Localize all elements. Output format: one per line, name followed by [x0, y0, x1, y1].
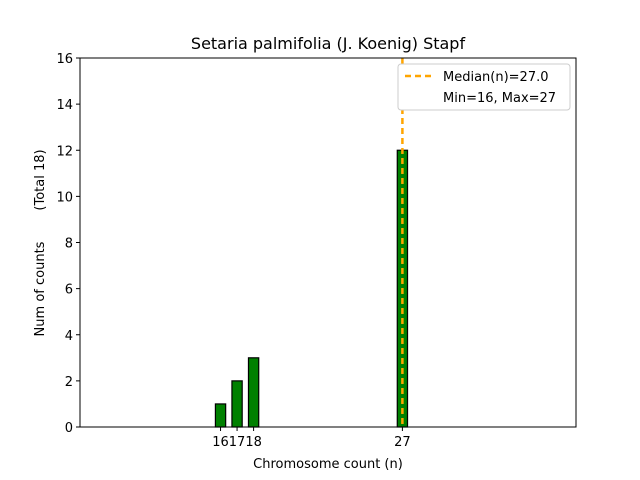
y-tick-label: 4	[65, 329, 73, 344]
legend-box	[397, 63, 571, 111]
y-tick-label: 10	[56, 190, 73, 205]
histogram-bar-16	[214, 403, 227, 428]
y-tick-label: 2	[65, 375, 73, 390]
y-tick-label: 6	[65, 283, 73, 298]
y-axis-total-label: (Total 18)	[33, 149, 48, 210]
x-tick-label: 17	[229, 435, 246, 450]
histogram-bar-17	[231, 380, 243, 428]
y-axis-label: Num of counts	[33, 241, 48, 336]
legend: Median(n)=27.0 Min=16, Max=27	[397, 63, 571, 111]
plot-frame	[79, 57, 577, 428]
legend-median-label: Median(n)=27.0	[443, 70, 549, 85]
legend-range-label: Min=16, Max=27	[443, 91, 556, 106]
x-tick-label: 18	[245, 435, 262, 450]
x-tick-label: 16	[212, 435, 229, 450]
chart-title: Setaria palmifolia (J. Koenig) Stapf	[191, 34, 466, 53]
x-axis-label: Chromosome count (n)	[253, 457, 403, 472]
histogram-bar-18	[247, 357, 260, 428]
y-tick-label: 14	[56, 98, 73, 113]
y-tick-label: 12	[56, 144, 73, 159]
y-tick-label: 0	[65, 421, 73, 436]
y-tick-label: 16	[56, 52, 73, 67]
x-tick-label: 27	[394, 435, 411, 450]
y-tick-label: 8	[65, 237, 73, 252]
